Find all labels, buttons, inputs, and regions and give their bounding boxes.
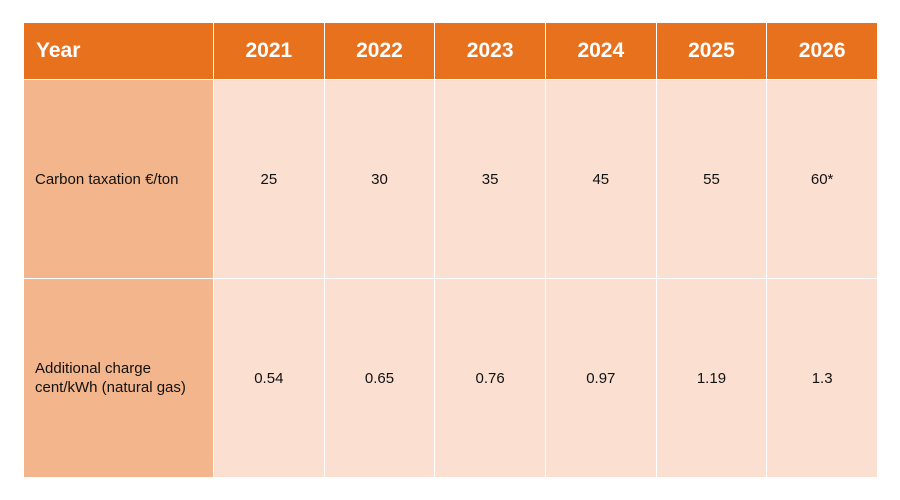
header-year-2026: 2026 xyxy=(766,22,878,80)
header-year-2022: 2022 xyxy=(323,22,436,80)
table-cell: 30 xyxy=(323,79,436,279)
table-cell: 35 xyxy=(434,79,546,279)
table-cell: 0.76 xyxy=(434,278,546,478)
table-cell: 0.65 xyxy=(323,278,436,478)
table-cell: 0.97 xyxy=(544,278,657,478)
header-year-2025: 2025 xyxy=(655,22,768,80)
table-cell: 45 xyxy=(544,79,657,279)
row-label-additional-charge: Additional charge cent/kWh (natural gas) xyxy=(23,278,214,478)
table-cell: 1.19 xyxy=(655,278,768,478)
table-cell: 60* xyxy=(766,79,878,279)
table-cell: 55 xyxy=(655,79,768,279)
row-label-carbon-taxation: Carbon taxation €/ton xyxy=(23,79,214,279)
header-year-label: Year xyxy=(23,22,214,80)
carbon-tax-table: Year 2021 2022 2023 2024 2025 2026 Carbo… xyxy=(23,22,878,478)
carbon-tax-table-container: Year 2021 2022 2023 2024 2025 2026 Carbo… xyxy=(23,22,878,478)
table-cell: 0.54 xyxy=(213,278,325,478)
header-row: Year 2021 2022 2023 2024 2025 2026 xyxy=(23,22,878,80)
header-year-2021: 2021 xyxy=(213,22,325,80)
table-cell: 1.3 xyxy=(766,278,878,478)
table-row-additional-charge: Additional charge cent/kWh (natural gas)… xyxy=(23,278,878,478)
table-row-carbon-taxation: Carbon taxation €/ton 25 30 35 45 55 60* xyxy=(23,79,878,279)
header-year-2024: 2024 xyxy=(544,22,657,80)
header-year-2023: 2023 xyxy=(434,22,546,80)
table-cell: 25 xyxy=(213,79,325,279)
